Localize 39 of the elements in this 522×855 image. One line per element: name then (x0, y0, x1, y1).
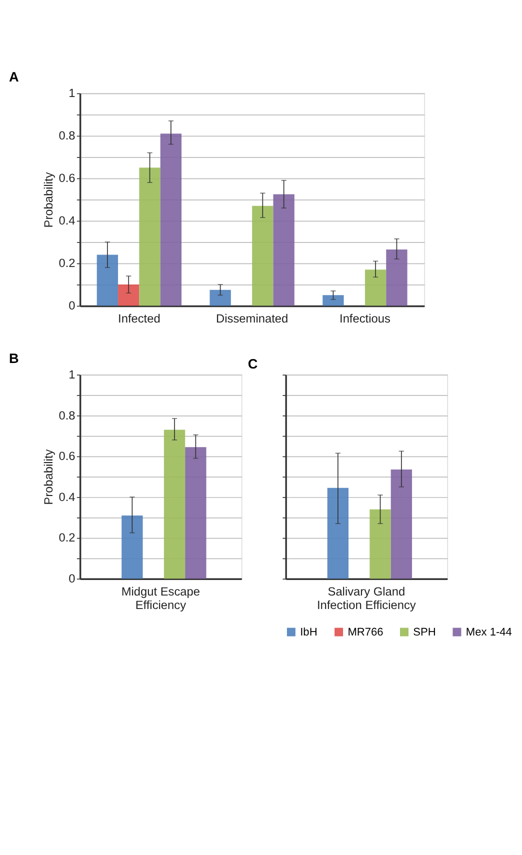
legend-label: SPH (413, 626, 436, 638)
x-tick-label: Salivary Gland Infection Efficiency (316, 584, 416, 612)
bar (386, 249, 408, 306)
bar (185, 447, 206, 579)
legend-label: IbH (300, 626, 318, 638)
bar (160, 134, 182, 306)
bar (164, 430, 186, 579)
bar (322, 295, 344, 306)
bar (122, 515, 143, 579)
x-tick-label: Infected (118, 311, 160, 326)
bar (118, 284, 140, 306)
y-tick-label: 1 (68, 367, 76, 382)
y-tick-label: 1 (68, 86, 76, 100)
bar (252, 206, 274, 306)
y-tick-label: 0.4 (58, 490, 76, 504)
bar (139, 168, 160, 306)
chart-title: A (8, 69, 19, 84)
bar (210, 290, 231, 306)
y-tick-label: 0.6 (58, 171, 76, 186)
y-tick-label: 0.2 (58, 256, 76, 270)
y-tick-label: 0.6 (58, 449, 76, 464)
x-tick-label: Disseminated (216, 311, 288, 326)
x-tick-label: Infectious (340, 311, 390, 326)
chart-title: B (8, 350, 19, 366)
y-tick-label: 0.4 (58, 214, 76, 228)
legend-label: MR766 (348, 626, 384, 638)
bar (273, 194, 294, 306)
y-tick-label: 0.8 (58, 408, 76, 422)
y-tick-label: 0.8 (58, 128, 76, 143)
bar (364, 270, 386, 306)
legend-label: Mex 1-44 (466, 626, 512, 638)
chart-title: C (248, 356, 258, 372)
y-axis-title: Probability (42, 172, 56, 228)
y-axis-title: Probability (42, 449, 56, 505)
bar (96, 254, 118, 306)
x-tick-label: Midgut Escape Efficiency (121, 584, 200, 612)
y-tick-label: 0.2 (58, 530, 76, 545)
y-tick-label: 0 (68, 298, 76, 313)
y-tick-label: 0 (68, 572, 76, 586)
